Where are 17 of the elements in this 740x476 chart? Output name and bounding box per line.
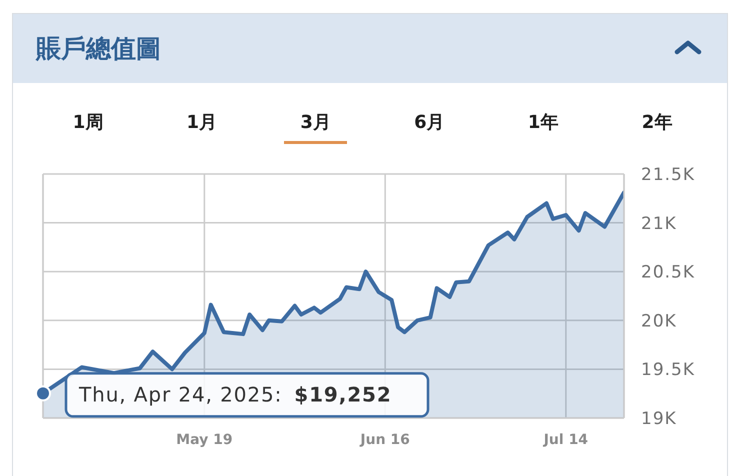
chart-title: 賬戶總值圖 [36, 34, 161, 64]
annotation: Thu, Apr 24, 2025: $19,252 [78, 382, 392, 406]
text: 3月 [299, 111, 332, 135]
y-tick-label: 21.5K [641, 165, 695, 186]
y-tick-label: 21K [641, 214, 677, 234]
text: 1年 [526, 111, 560, 135]
y-tick-label: 20K [641, 311, 677, 332]
text: 1周 [72, 111, 104, 135]
y-tick-label: 20.5K [641, 262, 695, 283]
text: 1月 [186, 111, 218, 135]
y-tick-label: 19.5K [641, 360, 695, 380]
y-tick-label: 19K [641, 409, 677, 430]
x-tick-label: May 19 [176, 432, 233, 448]
text: 2年 [640, 111, 674, 135]
text: 6月 [413, 111, 446, 135]
x-tick-label: Jun 16 [359, 432, 410, 448]
x-tick-label: Jul 14 [542, 432, 588, 448]
